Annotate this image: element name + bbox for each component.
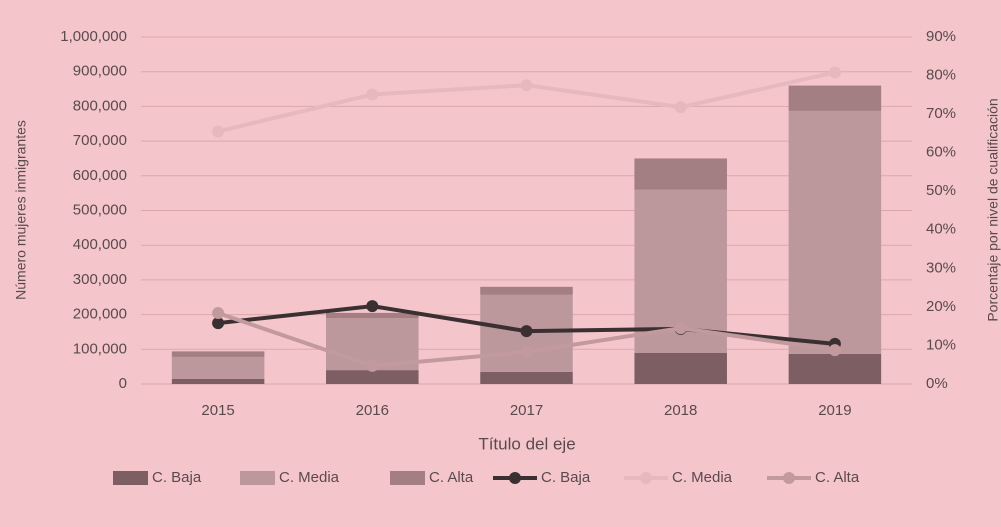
y2-tick-label: 80% (926, 67, 956, 84)
bar (171, 378, 265, 384)
y-tick-label: 100,000 (73, 340, 127, 357)
y2-tick-label: 0% (926, 375, 948, 392)
y2-tick-label: 40% (926, 221, 956, 238)
marker (828, 344, 841, 357)
bar (171, 351, 265, 357)
legend-label: C. Media (279, 469, 340, 486)
y-tick-label: 200,000 (73, 306, 127, 323)
y-tick-label: 400,000 (73, 236, 127, 253)
y2-tick-label: 20% (926, 298, 956, 315)
y-tick-label: 800,000 (73, 97, 127, 114)
y2-tick-label: 70% (926, 105, 956, 122)
marker (366, 88, 379, 101)
marker (366, 300, 379, 313)
x-tick-label: 2019 (818, 402, 851, 419)
bar (326, 312, 419, 319)
x-tick-label: 2017 (510, 402, 543, 419)
y-tick-label: 0 (119, 375, 127, 392)
y-tick-label: 900,000 (73, 63, 127, 80)
legend-label: C. Alta (815, 469, 860, 486)
legend-swatch (113, 471, 148, 485)
bar (788, 110, 882, 354)
legend-label: C. Alta (429, 469, 474, 486)
x-tick-label: 2016 (356, 402, 389, 419)
legend-label: C. Baja (541, 469, 591, 486)
marker (366, 359, 379, 372)
y-tick-label: 700,000 (73, 132, 127, 149)
marker (828, 66, 841, 79)
y-axis-label: Número mujeres inmigrantes (13, 120, 29, 300)
y-tick-label: 1,000,000 (60, 28, 127, 45)
bar (634, 158, 727, 190)
legend-swatch (783, 472, 795, 484)
x-axis-label: Título del eje (478, 434, 575, 453)
bar (171, 356, 265, 379)
legend-swatch (390, 471, 425, 485)
y2-tick-label: 10% (926, 336, 956, 353)
bar (326, 370, 419, 384)
bar (634, 352, 727, 384)
marker (212, 317, 225, 330)
marker (212, 307, 225, 320)
y2-axis-label: Porcentaje por nivel de cualificación (985, 98, 1001, 321)
marker (212, 125, 225, 138)
x-tick-label: 2015 (201, 402, 234, 419)
y-tick-label: 500,000 (73, 201, 127, 218)
marker (520, 79, 533, 92)
y2-tick-label: 60% (926, 144, 956, 161)
marker (674, 101, 687, 114)
bar (480, 286, 573, 295)
y-tick-label: 600,000 (73, 167, 127, 184)
legend-swatch (240, 471, 275, 485)
marker (520, 345, 533, 358)
y-tick-label: 300,000 (73, 271, 127, 288)
legend-swatch (640, 472, 652, 484)
y2-tick-label: 50% (926, 182, 956, 199)
marker (674, 322, 687, 335)
y2-tick-label: 30% (926, 259, 956, 276)
bar (480, 371, 573, 384)
x-tick-label: 2018 (664, 402, 697, 419)
y2-tick-label: 90% (926, 28, 956, 45)
legend-label: C. Media (672, 469, 733, 486)
legend-swatch (509, 472, 521, 484)
bar (788, 85, 882, 111)
legend-label: C. Baja (152, 469, 202, 486)
bar (788, 353, 882, 384)
marker (520, 325, 533, 338)
